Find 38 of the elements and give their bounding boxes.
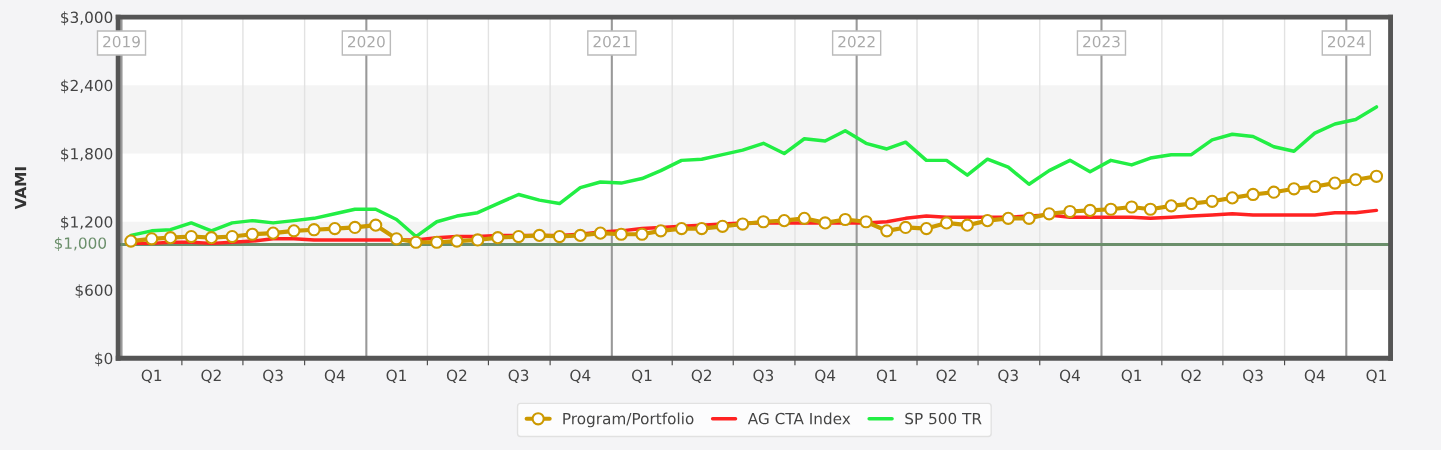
x-tick-label: Q4 xyxy=(324,369,345,383)
x-tick-label: Q3 xyxy=(753,369,774,383)
y-tick-label: $2,400 xyxy=(61,79,113,94)
x2-tick-label: 2023 xyxy=(1083,35,1120,48)
y-tick-label: $1,800 xyxy=(61,147,113,162)
y-tick-label: $1,200 xyxy=(61,215,113,230)
x2-tick-label: 2024 xyxy=(1327,35,1365,48)
x-tick-label: Q1 xyxy=(876,369,897,383)
x-tick-label: Q2 xyxy=(691,369,712,383)
y-tick-label: $3,000 xyxy=(61,11,113,26)
x-tick-label: Q1 xyxy=(1121,369,1142,383)
x2-tick-label: 2019 xyxy=(103,35,140,48)
legend-label: AG CTA Index xyxy=(747,412,851,425)
x-tick-label: Q3 xyxy=(263,369,283,383)
x-tick-label: Q4 xyxy=(815,369,836,383)
legend-label: Program/Portfolio xyxy=(563,412,694,428)
y-axis-title: VAMI xyxy=(14,167,27,210)
x-tick-label: Q4 xyxy=(1304,369,1325,383)
x-tick-label: Q2 xyxy=(936,369,956,383)
x-tick-label: Q2 xyxy=(201,369,221,383)
x-tick-label: Q3 xyxy=(508,369,529,383)
x-tick-label: Q1 xyxy=(1366,369,1386,383)
y-tick-label: $600 xyxy=(75,284,113,299)
x2-tick-label: 2020 xyxy=(348,35,385,48)
x-tick-label: Q4 xyxy=(570,369,591,383)
x-tick-label: Q4 xyxy=(1059,369,1080,383)
x-tick-label: Q1 xyxy=(386,369,406,383)
y-tick-label: $0 xyxy=(95,352,113,367)
x2-tick-label: 2022 xyxy=(838,35,875,48)
x-tick-label: Q2 xyxy=(446,369,467,383)
x-tick-label: Q3 xyxy=(998,369,1018,383)
x-tick-label: Q1 xyxy=(632,369,652,383)
legend-label: SP 500 TR xyxy=(905,412,982,425)
x-tick-label: Q1 xyxy=(141,369,162,383)
ref-line-label: $1,000 xyxy=(54,237,107,251)
x-tick-label: Q3 xyxy=(1243,369,1263,383)
x2-tick-label: 2021 xyxy=(593,35,630,48)
x-tick-label: Q2 xyxy=(1181,369,1201,383)
